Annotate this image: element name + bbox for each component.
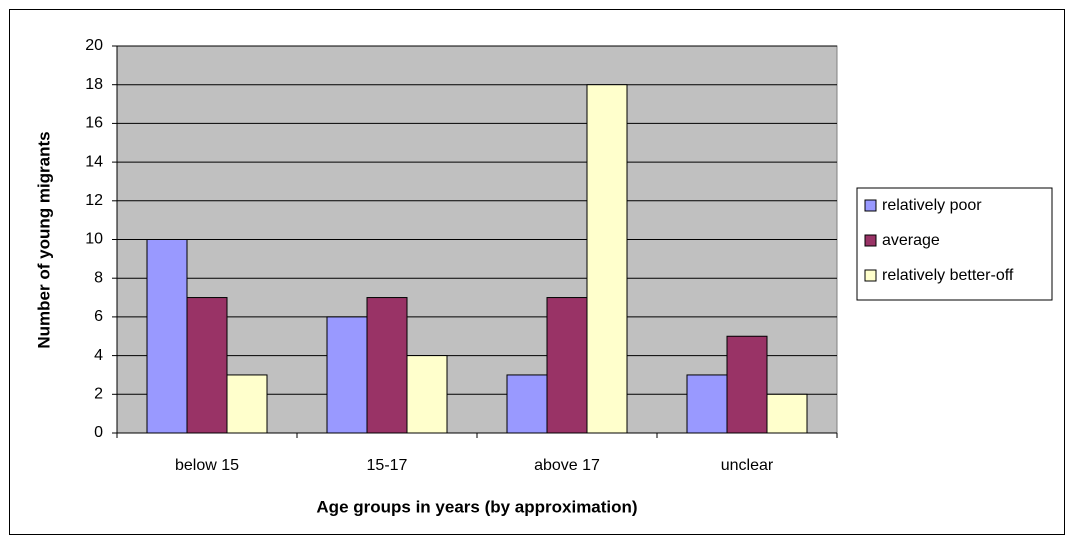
legend-box: [856, 187, 1053, 301]
y-tick-label: 16: [85, 115, 103, 132]
legend-label: relatively better-off: [882, 267, 1014, 284]
legend-label: average: [882, 232, 940, 249]
bar: [226, 374, 268, 434]
bar: [766, 393, 808, 434]
bar: [546, 297, 588, 434]
y-tick-label: 6: [94, 308, 103, 325]
y-tick-label: 2: [94, 386, 103, 403]
x-tick-label: unclear: [721, 457, 774, 474]
y-tick-label: 10: [85, 231, 103, 248]
y-tick-label: 14: [85, 153, 103, 170]
y-tick-label: 18: [85, 76, 103, 93]
y-tick-label: 0: [94, 424, 103, 441]
bar: [186, 297, 228, 434]
y-tick-label: 8: [94, 269, 103, 286]
x-tick-label: above 17: [534, 457, 600, 474]
x-tick-label: below 15: [175, 457, 239, 474]
bar: [366, 297, 408, 434]
legend-swatch: [864, 269, 877, 282]
legend-swatch: [864, 199, 877, 212]
bar: [406, 355, 448, 434]
legend-label: relatively poor: [882, 197, 982, 214]
x-tick-label: 15-17: [367, 457, 408, 474]
x-axis-title: Age groups in years (by approximation): [316, 497, 637, 516]
bar: [586, 84, 628, 434]
bar: [506, 374, 548, 434]
y-tick-label: 20: [85, 37, 103, 54]
bar: [686, 374, 728, 434]
y-tick-label: 12: [85, 192, 103, 209]
bar: [146, 239, 188, 434]
legend-swatch: [864, 234, 877, 247]
y-axis-title: Number of young migrants: [34, 131, 53, 348]
bar: [326, 316, 368, 434]
y-tick-label: 4: [94, 347, 103, 364]
bar: [726, 335, 768, 434]
